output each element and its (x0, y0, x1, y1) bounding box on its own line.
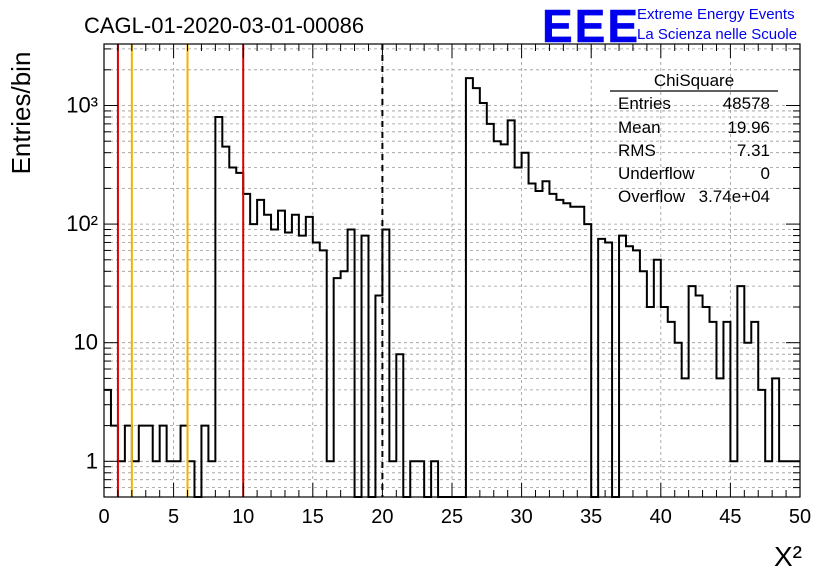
y-tick-label: 1 (86, 448, 98, 473)
eee-logo: EEE (542, 0, 640, 52)
x-tick-label: 45 (719, 506, 741, 528)
y-tick-label: 10² (66, 211, 98, 236)
stats-label-rms: RMS (618, 141, 656, 160)
stats-value-underflow: 0 (761, 164, 770, 183)
y-tick-label: 10³ (66, 92, 98, 117)
logo-line-la-scienza: La Scienza nelle Scuole (637, 26, 797, 43)
x-tick-label: 35 (580, 506, 602, 528)
x-tick-label: 20 (371, 506, 393, 528)
x-tick-label: 5 (168, 506, 179, 528)
stats-label-entries: Entries (618, 94, 671, 113)
x-tick-label: 25 (441, 506, 463, 528)
run-title: CAGL-01-2020-03-01-00086 (84, 13, 364, 38)
axis-ticks: 0 5 10 15 20 25 30 35 40 45 50 1 10 10² 10³ (66, 44, 811, 528)
stats-value-mean: 19.96 (727, 118, 770, 137)
stats-box-title: ChiSquare (654, 71, 734, 90)
grid (104, 44, 800, 498)
x-tick-label: 30 (510, 506, 532, 528)
y-tick-label: 10 (74, 330, 98, 355)
stats-label-overflow: Overflow (618, 187, 686, 206)
cut-lines-layer (116, 44, 384, 497)
stats-value-entries: 48578 (723, 94, 770, 113)
x-tick-label: 15 (302, 506, 324, 528)
logo-line-extreme-energy-events: Extreme Energy Events (637, 6, 795, 23)
x-tick-label: 10 (232, 506, 254, 528)
x-axis-title: X² (774, 541, 802, 572)
stats-box: ChiSquare Entries 48578 Mean 19.96 RMS 7… (610, 71, 778, 206)
stats-label-underflow: Underflow (618, 164, 695, 183)
stats-value-rms: 7.31 (737, 141, 770, 160)
stats-label-mean: Mean (618, 118, 661, 137)
stats-value-overflow: 3.74e+04 (699, 187, 770, 206)
x-tick-label: 50 (789, 506, 811, 528)
x-tick-label: 0 (98, 506, 109, 528)
y-axis-title: Entries/bin (6, 52, 36, 175)
x-tick-label: 40 (650, 506, 672, 528)
